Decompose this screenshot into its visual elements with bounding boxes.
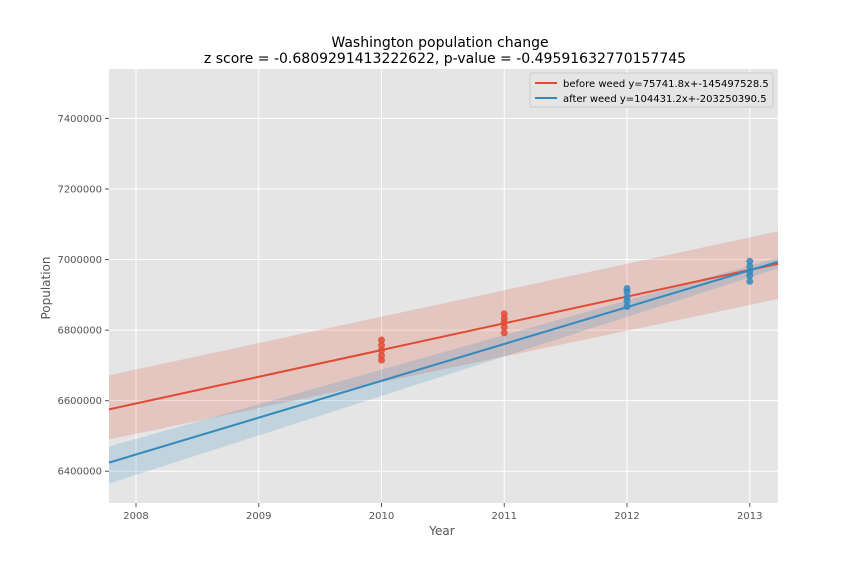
confidence-bands <box>109 231 778 484</box>
chart-title: Washington population change <box>331 35 548 51</box>
chart-subtitle: z score = -0.6809291413222622, p-value =… <box>204 51 686 67</box>
x-tick-label: 2008 <box>123 511 148 522</box>
y-axis-ticks: 6400000 6600000 6800000 7000000 7200000 74000… <box>57 114 109 478</box>
confidence-band-1 <box>109 257 778 484</box>
x-tick-label: 2013 <box>737 511 762 522</box>
y-axis-label: Population <box>39 256 53 319</box>
legend-label-before: before weed y=75741.8x+-145497528.5 <box>563 79 769 90</box>
y-tick-label: 7400000 <box>57 114 102 125</box>
regression-line-0 <box>108 262 779 411</box>
grid <box>109 69 778 503</box>
data-point <box>378 346 386 354</box>
data-point <box>500 310 508 318</box>
data-point <box>623 293 631 301</box>
data-point <box>378 341 386 349</box>
y-tick-label: 6800000 <box>57 326 102 337</box>
x-tick-label: 2011 <box>492 511 517 522</box>
data-point <box>746 268 754 276</box>
x-axis-ticks: 2008 2009 2010 2011 2012 2013 <box>123 503 762 522</box>
confidence-band-0 <box>109 231 778 440</box>
y-tick-label: 7200000 <box>57 184 102 195</box>
data-point <box>500 329 508 337</box>
data-point <box>746 262 754 270</box>
x-tick-label: 2009 <box>246 511 271 522</box>
x-tick-label: 2010 <box>369 511 394 522</box>
data-point <box>500 323 508 331</box>
y-tick-label: 6400000 <box>57 467 102 478</box>
x-axis-label: Year <box>428 524 454 538</box>
legend: before weed y=75741.8x+-145497528.5 afte… <box>529 72 774 108</box>
plot-background <box>109 69 778 503</box>
y-tick-label: 7000000 <box>57 255 102 266</box>
x-tick-label: 2012 <box>614 511 639 522</box>
legend-label-after: after weed y=104431.2x+-203250390.5 <box>563 94 767 105</box>
regression-line-1 <box>108 260 779 464</box>
data-point <box>623 284 631 292</box>
y-tick-label: 6600000 <box>57 396 102 407</box>
legend-box <box>529 72 774 108</box>
data-points <box>378 257 754 364</box>
data-point <box>378 336 386 344</box>
data-point <box>746 277 754 285</box>
data-point <box>746 257 754 265</box>
regression-lines <box>108 260 779 464</box>
data-point <box>378 352 386 360</box>
data-point <box>623 302 631 310</box>
